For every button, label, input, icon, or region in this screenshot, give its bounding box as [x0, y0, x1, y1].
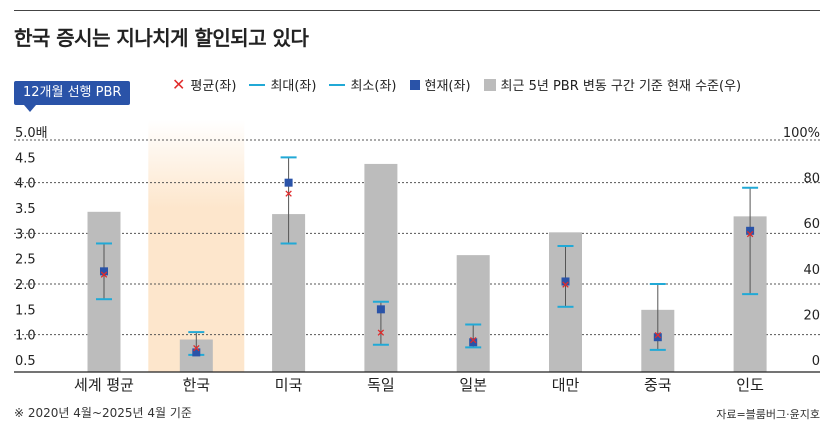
category-label: 한국	[182, 376, 210, 394]
left-tick-label: 4.5	[15, 151, 36, 166]
left-tick-label: 5.0배	[15, 126, 48, 141]
source: 자료=블룸버그·윤지호	[716, 408, 820, 421]
avg-marker: ×	[469, 334, 478, 347]
bar-range-level	[456, 255, 490, 372]
legend-range-label: 최근 5년 PBR 변동 구간 기준 현재 수준(우)	[500, 79, 742, 94]
left-tick-label: 0.5	[15, 354, 36, 369]
current-marker	[100, 267, 108, 276]
category-label: 중국	[644, 376, 672, 394]
avg-marker: ×	[192, 341, 201, 354]
top-rule	[14, 10, 820, 11]
left-axis-badge: 12개월 선행 PBR	[14, 81, 131, 112]
avg-marker: ×	[376, 326, 385, 339]
square-marker-icon	[409, 79, 420, 90]
footnote: ※ 2020년 4월~2025년 4월 기준	[14, 406, 192, 420]
legend-current-label: 현재(좌)	[424, 79, 471, 94]
left-tick-label: 3.0	[15, 227, 36, 242]
gray-square-icon	[483, 78, 496, 91]
left-tick-label: 3.5	[15, 202, 36, 217]
legend-max: 최대(좌)	[249, 75, 316, 94]
x-marker-icon: ✕	[172, 74, 186, 94]
line-marker-icon	[329, 83, 346, 86]
highlight-band	[148, 120, 245, 372]
avg-marker: ×	[284, 187, 293, 200]
category-label: 대만	[552, 376, 580, 394]
current-marker	[653, 333, 662, 342]
legend-min-label: 최소(좌)	[350, 79, 397, 94]
category-label: 미국	[275, 376, 303, 394]
right-tick-label: 0	[812, 354, 820, 369]
category-label: 독일	[367, 376, 395, 394]
legend-avg: ✕ 평균(좌)	[172, 75, 236, 94]
avg-marker: ×	[745, 227, 754, 240]
left-tick-label: 4.0	[15, 177, 36, 192]
chart-title: 한국 증시는 지나치게 할인되고 있다	[14, 26, 309, 50]
current-marker	[376, 305, 385, 314]
right-tick-label: 100%	[783, 126, 820, 141]
current-marker	[746, 226, 755, 235]
category-label: 세계 평균	[74, 376, 134, 394]
left-tick-label: 1.0	[15, 329, 36, 344]
category-label: 인도	[736, 376, 764, 394]
legend-range: 최근 5년 PBR 변동 구간 기준 현재 수준(우)	[483, 75, 742, 94]
left-tick-label: 2.5	[15, 253, 36, 268]
right-tick-label: 40	[803, 263, 820, 278]
avg-marker: ×	[653, 329, 662, 342]
legend-current: 현재(좌)	[409, 75, 471, 94]
right-tick-label: 20	[803, 308, 820, 323]
current-marker	[469, 338, 478, 347]
left-tick-label: 1.5	[15, 303, 36, 318]
avg-marker: ×	[561, 278, 570, 291]
legend-avg-label: 평균(좌)	[190, 79, 237, 94]
line-marker-icon	[249, 83, 266, 86]
legend: ✕ 평균(좌) 최대(좌) 최소(좌) 현재(좌) 최근 5년 PBR 변동 구…	[172, 75, 741, 94]
current-marker	[561, 277, 570, 286]
right-tick-label: 60	[803, 217, 820, 232]
legend-min: 최소(좌)	[329, 75, 397, 94]
avg-marker: ×	[99, 268, 108, 281]
current-marker	[284, 178, 293, 187]
legend-max-label: 최대(좌)	[270, 79, 317, 94]
right-tick-label: 80	[803, 172, 820, 187]
left-tick-label: 2.0	[15, 278, 36, 293]
current-marker	[192, 348, 201, 357]
category-label: 일본	[459, 376, 487, 394]
